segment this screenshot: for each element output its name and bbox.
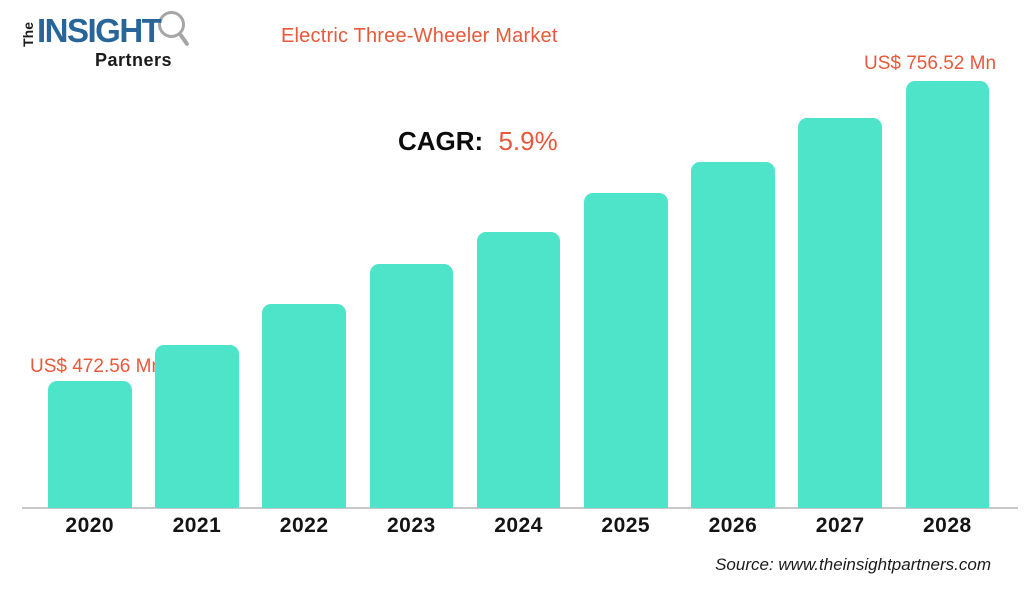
- x-tick-2020: 2020: [65, 514, 115, 537]
- x-tick-2024: 2024: [494, 514, 543, 537]
- x-tick-2025: 2025: [601, 514, 651, 537]
- x-tick-2026: 2026: [708, 514, 758, 537]
- magnifier-lens-icon: [158, 11, 185, 38]
- logo-word-the: The: [20, 22, 36, 47]
- cagr-annotation: CAGR: 5.9%: [398, 126, 558, 157]
- logo-word-insight: INSIGHT: [37, 12, 162, 49]
- bar-2025: [584, 193, 668, 508]
- x-tick-2022: 2022: [279, 514, 329, 537]
- first-bar-value-label: US$ 472.56 Mn: [30, 356, 163, 377]
- last-bar-value-label: US$ 756.52 Mn: [864, 53, 997, 74]
- bar-2020: [48, 381, 132, 508]
- bar-2027: [798, 118, 882, 508]
- bar-2022: [262, 304, 346, 508]
- x-tick-2023: 2023: [386, 514, 436, 537]
- bar-2028: [905, 81, 990, 508]
- x-axis-line: [22, 507, 1018, 509]
- the-insight-partners-logo: The INSIGHT Partners: [18, 6, 213, 76]
- logo-word-partners: Partners: [95, 50, 173, 70]
- source-attribution: Source: www.theinsightpartners.com: [715, 555, 991, 574]
- x-tick-2027: 2027: [815, 514, 865, 537]
- x-tick-2028: 2028: [922, 514, 972, 537]
- chart-title: Electric Three-Wheeler Market: [281, 25, 558, 47]
- bar-2021: [155, 345, 239, 508]
- magnifier-handle-icon: [178, 32, 190, 47]
- bar-2026: [691, 162, 775, 508]
- bar-2024: [476, 232, 561, 508]
- cagr-value: 5.9%: [498, 126, 558, 156]
- cagr-label: CAGR:: [398, 126, 484, 156]
- x-tick-2021: 2021: [172, 514, 222, 537]
- bar-2023: [369, 264, 454, 508]
